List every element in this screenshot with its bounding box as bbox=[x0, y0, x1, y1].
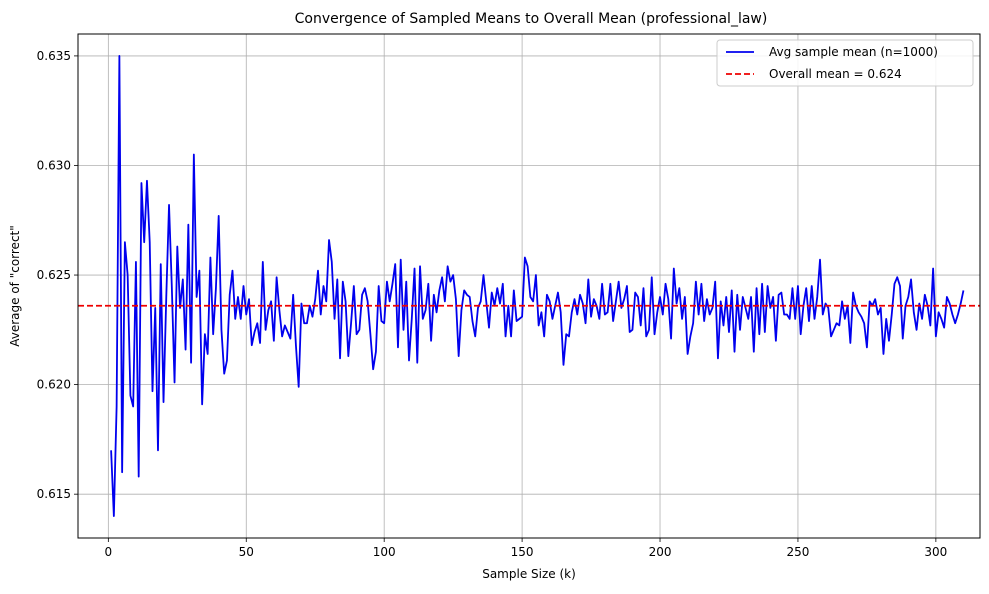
chart-title: Convergence of Sampled Means to Overall … bbox=[295, 11, 768, 27]
x-tick-label: 100 bbox=[373, 545, 396, 559]
y-tick-label: 0.615 bbox=[37, 487, 71, 501]
axis-layer: 0 50 100 150 200 250 300 0.615 0.620 0.625 0.630 0.… bbox=[37, 49, 948, 559]
y-tick-label: 0.625 bbox=[37, 268, 71, 282]
legend-label-overall-mean: Overall mean = 0.624 bbox=[769, 67, 902, 81]
series-layer bbox=[78, 55, 980, 517]
x-tick-label: 200 bbox=[649, 545, 672, 559]
x-tick-label: 0 bbox=[105, 545, 113, 559]
y-tick-label: 0.620 bbox=[37, 378, 71, 392]
legend-box bbox=[716, 39, 974, 87]
x-tick-label: 250 bbox=[786, 545, 809, 559]
y-tick-label: 0.635 bbox=[37, 49, 71, 63]
y-tick-label: 0.630 bbox=[37, 158, 71, 172]
legend-label-sample-mean: Avg sample mean (n=1000) bbox=[769, 45, 938, 59]
x-tick-label: 50 bbox=[239, 545, 254, 559]
legend: Avg sample mean (n=1000) Overall mean = … bbox=[716, 39, 974, 87]
x-tick-label: 300 bbox=[924, 545, 947, 559]
x-axis-label: Sample Size (k) bbox=[482, 567, 576, 581]
x-tick-label: 150 bbox=[511, 545, 534, 559]
plot-frame bbox=[77, 33, 981, 539]
series-line-sample-mean bbox=[110, 55, 965, 517]
y-axis-label: Average of "correct" bbox=[8, 225, 22, 347]
